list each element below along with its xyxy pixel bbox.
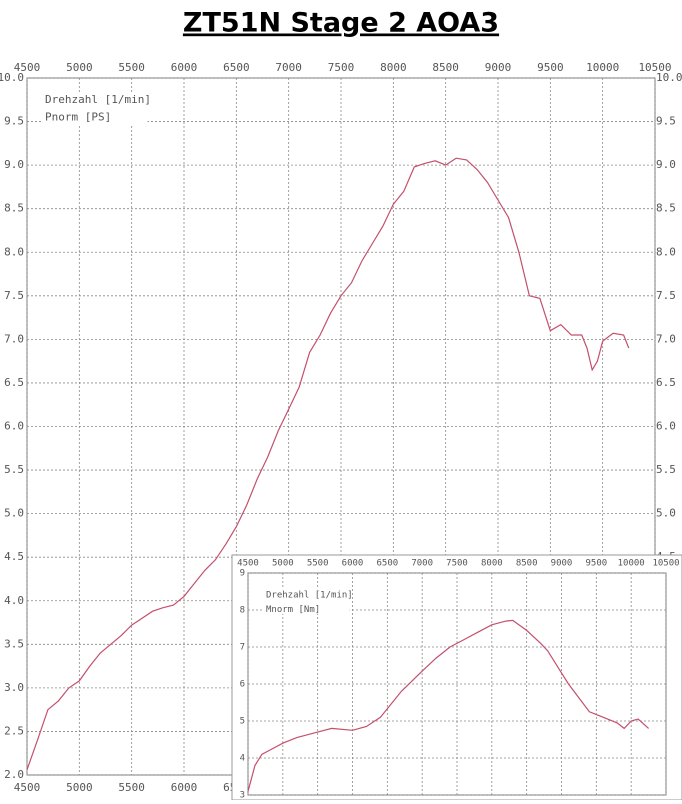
y-tick-label: 4 [240,754,245,764]
x-tick-label: 4500 [14,781,41,794]
x-tick-label: 6000 [171,61,198,74]
y-tick-label: 6.5 [656,376,676,389]
legend-background [43,92,148,125]
data-line [26,157,630,770]
x-tick-label: 6500 [376,559,398,569]
x-tick-label: 6000 [171,781,198,794]
y-tick-label: 8.0 [656,245,676,258]
x-tick-label: 10500 [652,559,679,569]
y-tick-label: 2.0 [4,768,24,781]
x-tick-label: 7000 [275,61,302,74]
y-tick-label: 6.0 [4,420,24,433]
y-tick-label: 7.0 [4,332,24,345]
y-tick-label: 8 [240,606,245,616]
legend-label: Pnorm [PS] [45,111,111,124]
chart-panel: 4500 5000 5500 6000 6500 7000 7500 8000 8500 9000… [231,554,682,801]
y-tick-label: 6 [240,680,245,690]
y-tick-label: 7.0 [656,332,676,345]
y-tick-label: 9 [240,569,245,579]
x-tick-label: 6000 [342,559,364,569]
x-tick-label: 8000 [481,559,503,569]
x-tick-label: 7500 [446,559,468,569]
y-tick-label: 8.5 [4,202,24,215]
y-tick-label: 10.0 [656,71,682,84]
x-tick-label: 5500 [307,559,329,569]
x-tick-label: 8000 [380,61,407,74]
legend-label: Mnorm [Nm] [266,605,320,615]
data-line [247,619,649,792]
x-tick-label: 6500 [223,61,250,74]
y-tick-label: 4.5 [4,550,24,563]
y-tick-label: 3 [240,791,245,801]
y-tick-label: 7.5 [656,289,676,302]
x-tick-label: 8500 [516,559,538,569]
x-tick-label: 5000 [66,781,93,794]
y-tick-label: 9.0 [656,158,676,171]
y-tick-label: 6.5 [4,376,24,389]
y-tick-label: 3.5 [4,637,24,650]
x-tick-label: 10500 [638,61,671,74]
y-tick-label: 10.0 [0,71,24,84]
x-tick-label: 9000 [485,61,512,74]
x-tick-label: 5500 [118,61,145,74]
x-tick-label: 10000 [586,61,619,74]
x-tick-label: 4500 [14,61,41,74]
y-tick-label: 9.0 [4,158,24,171]
x-tick-label: 5000 [66,61,93,74]
x-tick-label: 9500 [537,61,564,74]
x-axis-label: Drehzahl [1/min] [266,591,353,601]
y-tick-label: 8.5 [656,202,676,215]
y-tick-label: 5.0 [4,507,24,520]
x-tick-label: 9000 [551,559,573,569]
chart-title: ZT51N Stage 2 AOA3 [183,8,499,39]
legend-background [264,587,350,614]
y-tick-label: 8.0 [4,245,24,258]
x-axis-label: Drehzahl [1/min] [45,93,151,106]
y-tick-label: 2.5 [4,724,24,737]
y-tick-label: 9.5 [4,115,24,128]
x-tick-label: 5000 [272,559,294,569]
x-tick-label: 7500 [328,61,355,74]
x-tick-label: 9500 [585,559,607,569]
y-tick-label: 4.0 [4,594,24,607]
y-tick-label: 3.0 [4,681,24,694]
y-tick-label: 9.5 [656,115,676,128]
x-tick-label: 5500 [118,781,145,794]
x-tick-label: 4500 [237,559,259,569]
y-tick-label: 5.5 [4,463,24,476]
y-tick-label: 5 [240,717,245,727]
y-tick-label: 5.0 [656,507,676,520]
y-tick-label: 7 [240,643,245,653]
y-tick-label: 5.5 [656,463,676,476]
x-tick-label: 8500 [432,61,459,74]
y-tick-label: 6.0 [656,420,676,433]
x-tick-label: 10000 [618,559,645,569]
y-tick-label: 7.5 [4,289,24,302]
x-tick-label: 7000 [411,559,433,569]
